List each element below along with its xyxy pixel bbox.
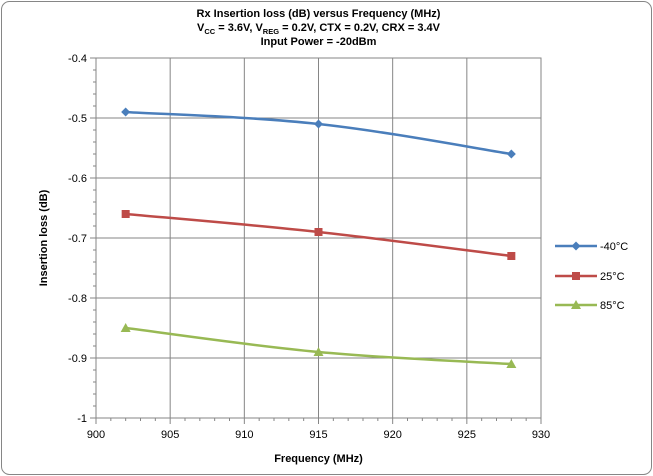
x-tick-label: 900: [87, 429, 105, 441]
y-tick-label: -1: [77, 413, 87, 425]
data-point: [120, 323, 131, 332]
y-tick-label: -0.6: [68, 173, 87, 185]
data-point: [314, 228, 323, 236]
data-point: [314, 119, 323, 129]
y-axis-title: Insertion loss (dB): [38, 189, 50, 286]
x-tick-label: 910: [235, 429, 253, 441]
legend-marker: [572, 272, 580, 280]
y-tick-label: -0.7: [68, 233, 87, 245]
data-point: [507, 252, 516, 260]
legend-label: 85°C: [600, 300, 625, 312]
chart-title-line: Input Power = -20dBm: [261, 36, 377, 48]
chart-title-line: Rx Insertion loss (dB) versus Frequency …: [197, 8, 441, 20]
axes: -1 -0.9 -0.8 -0.7 -0.6 -0.5 -0.4 900 905 910 915 92…: [38, 53, 550, 465]
legend: -40°C 25°C 85°C: [555, 241, 628, 312]
data-point: [121, 107, 131, 117]
chart-title-line: VCC = 3.6V, VREG = 0.2V, CTX = 0.2V, CRX…: [197, 22, 441, 36]
chart-title: Rx Insertion loss (dB) versus Frequency …: [197, 8, 441, 48]
grid-lines: [96, 58, 541, 418]
data-point: [313, 347, 324, 356]
x-tick-label: 930: [532, 429, 550, 441]
y-tick-label: -0.5: [68, 113, 87, 125]
x-tick-label: 925: [458, 429, 476, 441]
data-point: [121, 210, 130, 218]
data-point: [506, 149, 516, 159]
legend-label: -40°C: [600, 241, 628, 253]
series: [120, 107, 517, 368]
x-tick-label: 915: [309, 429, 327, 441]
x-tick-label: 905: [161, 429, 179, 441]
data-point: [506, 359, 517, 368]
legend-marker: [571, 300, 581, 309]
x-axis-title: Frequency (MHz): [274, 453, 363, 465]
y-tick-label: -0.9: [68, 353, 87, 365]
y-tick-label: -0.4: [68, 53, 87, 65]
legend-label: 25°C: [600, 271, 625, 283]
x-tick-label: 920: [383, 429, 401, 441]
y-tick-label: -0.8: [68, 293, 87, 305]
legend-marker: [571, 241, 581, 251]
